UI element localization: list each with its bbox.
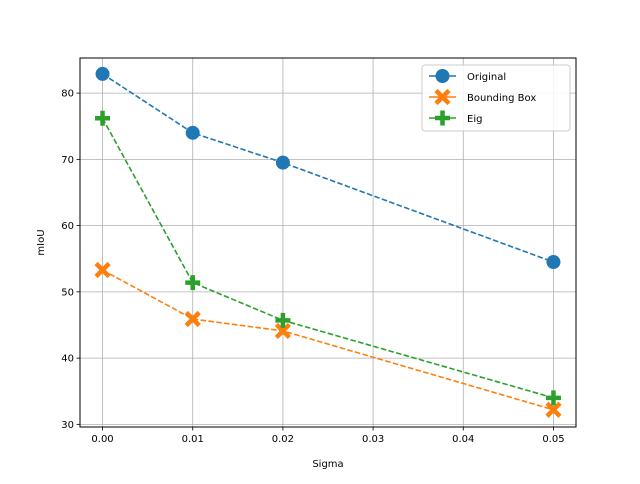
data-point — [275, 312, 291, 328]
data-point — [95, 110, 111, 126]
x-axis-ticks: 0.00 0.01 0.02 0.03 0.04 0.05 — [91, 427, 565, 445]
series-layer — [94, 66, 562, 418]
data-point — [185, 125, 200, 140]
y-tick-label: 30 — [61, 420, 74, 431]
grid-lines — [80, 58, 576, 427]
x-axis-label: Sigma — [312, 459, 343, 470]
y-axis-label: mIoU — [36, 229, 47, 255]
data-point — [275, 155, 290, 170]
y-tick-label: 70 — [61, 155, 74, 166]
x-tick-label: 0.00 — [91, 434, 113, 445]
legend-item: Eig — [429, 110, 482, 126]
series-bounding-box — [94, 261, 562, 418]
y-tick-label: 50 — [61, 287, 74, 298]
legend: Original Bounding Box Eig — [421, 64, 571, 132]
legend-label: Eig — [467, 114, 482, 125]
legend-item: Original — [429, 69, 506, 83]
series-line — [102, 73, 554, 263]
y-tick-label: 40 — [61, 354, 74, 365]
plot-frame — [79, 57, 577, 428]
y-axis-ticks: 30 40 50 60 70 80 — [61, 89, 80, 431]
legend-marker — [434, 88, 451, 106]
y-tick-label: 80 — [61, 89, 74, 100]
data-point — [546, 255, 561, 270]
x-tick-label: 0.03 — [362, 434, 384, 445]
data-point — [545, 390, 561, 406]
legend-box — [421, 64, 571, 132]
legend-marker — [435, 110, 450, 126]
series-eig — [95, 110, 561, 406]
x-tick-label: 0.05 — [542, 434, 564, 445]
x-tick-label: 0.01 — [182, 434, 204, 445]
data-point — [185, 275, 201, 291]
x-tick-label: 0.02 — [272, 434, 294, 445]
data-point — [184, 310, 201, 328]
x-tick-label: 0.04 — [452, 434, 474, 445]
legend-label: Bounding Box — [467, 93, 536, 104]
y-tick-label: 60 — [61, 221, 74, 232]
data-point — [274, 322, 291, 340]
data-point — [95, 66, 110, 81]
legend-label: Original — [467, 72, 506, 83]
legend-item: Bounding Box — [429, 88, 536, 106]
data-point — [94, 261, 111, 279]
series-line — [102, 269, 554, 411]
data-point — [545, 401, 562, 418]
series-original — [95, 66, 561, 270]
legend-marker — [435, 69, 450, 83]
